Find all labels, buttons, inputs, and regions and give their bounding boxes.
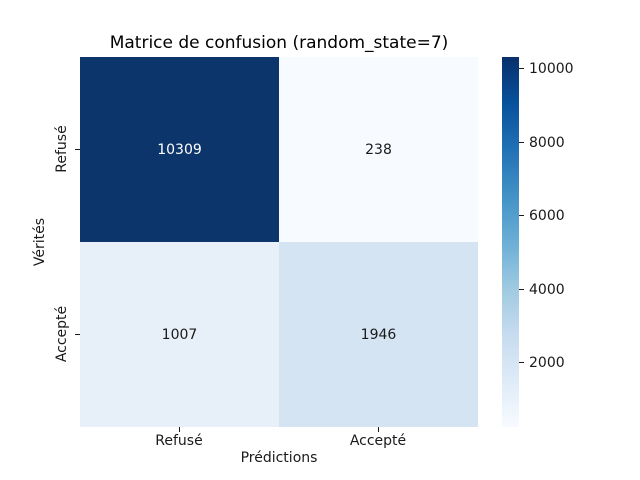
colorbar-tick-mark [519,142,524,143]
colorbar-tick-label: 10000 [529,61,574,77]
colorbar-tick-mark [519,68,524,69]
colorbar-tick-label: 4000 [529,282,565,298]
x-tick-label-refuse: Refusé [155,433,203,449]
colorbar [502,57,519,427]
y-tick-mark [75,149,80,150]
y-tick-label-refuse: Refusé [54,125,70,173]
heatmap-cell-accepte-refuse: 1007 [80,242,279,427]
x-tick-mark [179,427,180,432]
y-tick-label-accepte: Accepté [54,305,70,363]
colorbar-tick-label: 8000 [529,135,565,151]
colorbar-tick-mark [519,215,524,216]
x-tick-mark [378,427,379,432]
x-axis-label: Prédictions [240,450,318,466]
chart-title: Matrice de confusion (random_state=7) [109,33,449,53]
colorbar-tick-label: 6000 [529,208,565,224]
colorbar-tick-mark [519,289,524,290]
colorbar-tick-label: 2000 [529,355,565,371]
heatmap-cell-refuse-refuse: 10309 [80,57,279,242]
colorbar-tick-mark [519,362,524,363]
y-axis-label: Vérités [32,217,48,267]
heatmap-cell-refuse-accepte: 238 [279,57,478,242]
x-tick-label-accepte: Accepté [349,433,407,449]
y-tick-mark [75,334,80,335]
heatmap-cell-accepte-accepte: 1946 [279,242,478,427]
heatmap-grid: 10309 238 1007 1946 [80,57,478,427]
